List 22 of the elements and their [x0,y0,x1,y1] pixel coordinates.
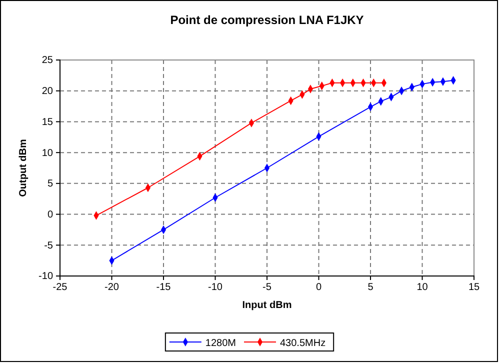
y-tick-label: 15 [42,116,54,128]
y-axis-title: Output dBm [18,139,29,197]
x-tick-label: -5 [262,282,272,294]
y-tick-label: -5 [44,240,54,252]
y-tick-label: 25 [42,55,54,66]
legend-label: 430.5MHz [280,338,326,349]
y-tick-label: 10 [42,148,54,159]
chart-title: Point de compression LNA F1JKY [170,13,364,27]
y-tick-label: 20 [42,86,54,98]
x-tick-label: 15 [468,282,480,294]
x-axis-title: Input dBm [242,300,292,311]
x-tick-label: -10 [208,282,223,294]
y-tick-label: -10 [38,271,54,282]
x-tick-label: 5 [368,282,374,294]
x-tick-label: -15 [156,282,172,294]
x-tick-label: 10 [416,282,428,294]
legend-label: 1280M [205,338,236,349]
x-tick-label: -25 [52,282,68,294]
x-tick-label: -20 [104,282,120,294]
y-tick-label: 5 [47,178,54,190]
y-tick-label: 0 [47,209,54,220]
x-tick-label: 0 [316,282,322,294]
